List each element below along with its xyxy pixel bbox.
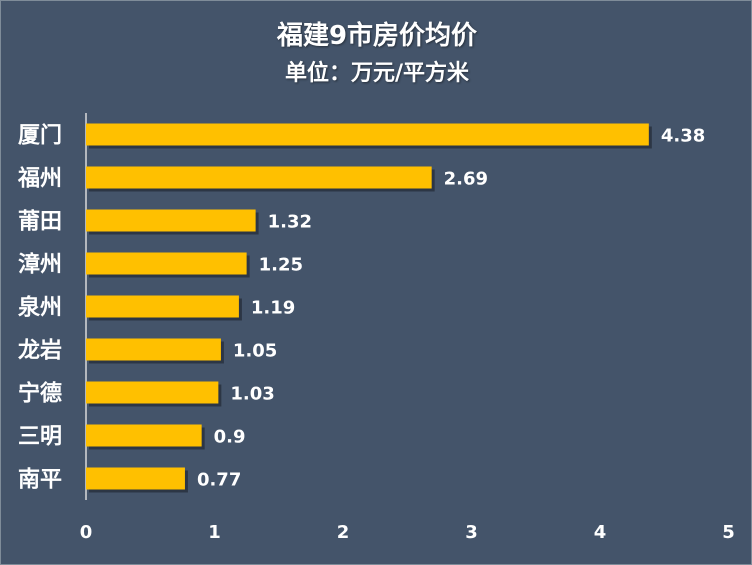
x-tick-label: 3 — [465, 522, 478, 543]
category-label: 福州 — [17, 167, 62, 192]
value-label: 0.77 — [197, 470, 241, 491]
category-label: 三明 — [18, 425, 62, 450]
category-label: 宁德 — [18, 381, 62, 407]
value-label: 4.38 — [661, 126, 705, 147]
category-label: 南平 — [18, 468, 62, 493]
bar — [86, 338, 221, 361]
value-label: 2.69 — [444, 169, 488, 190]
bar — [86, 295, 239, 318]
value-label: 1.32 — [268, 212, 312, 233]
bar — [86, 467, 185, 490]
category-label: 漳州 — [18, 252, 62, 278]
x-tick-label: 4 — [594, 522, 607, 543]
x-tick-label: 1 — [208, 522, 221, 543]
x-tick-label: 0 — [80, 522, 93, 543]
category-label: 泉州 — [18, 295, 62, 321]
x-tick-label: 2 — [337, 522, 350, 543]
chart-subtitle: 单位：万元/平方米 — [284, 61, 470, 86]
x-tick-label: 5 — [722, 522, 735, 543]
bar — [86, 252, 247, 275]
bar — [86, 123, 649, 146]
value-label: 1.25 — [259, 255, 303, 276]
value-label: 1.05 — [233, 341, 277, 362]
bar — [86, 209, 256, 232]
bar — [86, 424, 202, 447]
category-label: 莆田 — [18, 210, 62, 235]
category-label: 厦门 — [18, 123, 62, 149]
bar — [86, 166, 432, 189]
value-label: 1.03 — [230, 384, 274, 405]
value-label: 0.9 — [214, 427, 246, 448]
category-label: 龙岩 — [18, 339, 62, 364]
value-label: 1.19 — [251, 298, 295, 319]
chart-title: 福建9市房价均价 — [276, 21, 478, 51]
bar — [86, 381, 219, 404]
